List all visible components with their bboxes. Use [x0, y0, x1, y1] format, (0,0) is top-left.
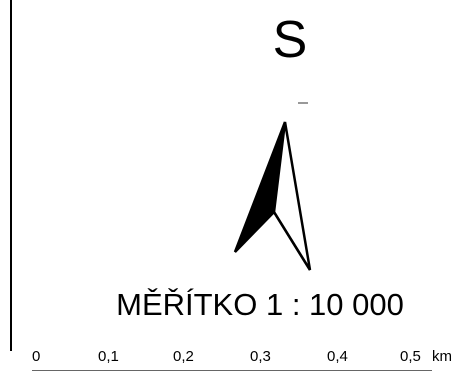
scale-tick-label: 0	[32, 348, 41, 365]
north-letter: S	[272, 11, 308, 69]
scale-tick-label: 0,2	[173, 348, 194, 365]
scale-bar-line	[32, 370, 432, 371]
north-arrow-icon	[233, 102, 312, 271]
scale-tick-label: 0,4	[327, 348, 348, 365]
scale-unit-label: km	[432, 348, 452, 365]
scale-tick-label: 0,5	[400, 348, 421, 365]
map-border-line	[10, 0, 12, 351]
scale-tick-label: 0,1	[98, 348, 119, 365]
scale-tick-label: 0,3	[250, 348, 271, 365]
scale-bar-labels: 0 0,1 0,2 0,3 0,4 0,5 km	[0, 348, 466, 368]
north-arrow-outline	[233, 121, 312, 271]
scale-title: MĚŘÍTKO 1 : 10 000	[116, 287, 404, 322]
